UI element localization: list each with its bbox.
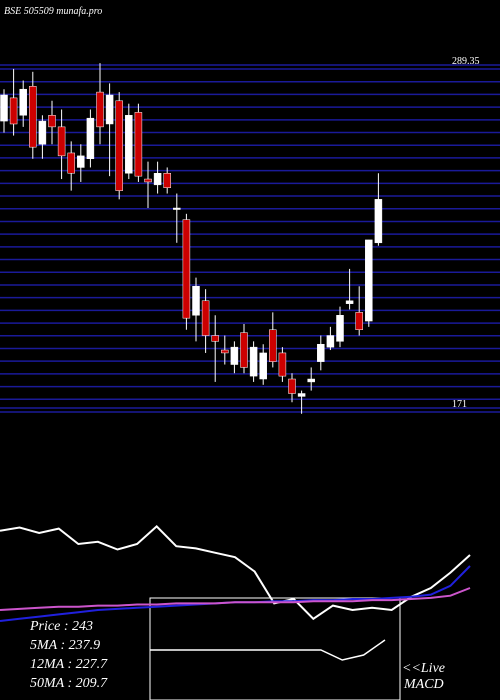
candle-body: [29, 86, 37, 148]
candle-body: [182, 219, 191, 319]
macd-line: [150, 639, 386, 661]
candle-body: [9, 97, 18, 125]
candle-body: [125, 115, 133, 174]
candle-body: [240, 332, 248, 368]
candle-body: [336, 315, 344, 342]
candle-body: [144, 178, 152, 183]
candle-body: [278, 352, 287, 377]
candle-body: [345, 300, 354, 304]
candle-body: [297, 393, 306, 397]
candle-body: [230, 346, 239, 365]
candle-body: [221, 349, 229, 354]
candle-body: [269, 329, 277, 362]
candle-body: [288, 378, 296, 394]
candle-body: [307, 378, 315, 383]
candle-body: [115, 100, 123, 191]
y-tick-label: 289.35: [452, 56, 480, 67]
candle-body: [134, 112, 143, 177]
candle-body: [38, 120, 47, 145]
candle-body: [355, 312, 363, 330]
info-line: 5MA : 237.9: [30, 638, 100, 653]
macd-label: MACD: [403, 677, 444, 692]
indicator-line: [0, 525, 471, 621]
candle-body: [19, 88, 27, 116]
candle-body: [326, 335, 335, 348]
info-line: Price : 243: [29, 619, 93, 634]
macd-frame: [149, 597, 401, 700]
chart-title: BSE 505509 munafa.pro: [4, 6, 102, 17]
info-line: 50MA : 209.7: [30, 676, 108, 691]
candle-body: [192, 286, 200, 316]
indicator-line: [0, 587, 471, 611]
candle-body: [201, 300, 210, 336]
candle-body: [153, 172, 162, 186]
candle-body: [374, 199, 383, 244]
candle-body: [48, 115, 56, 128]
candle-body: [105, 94, 114, 125]
candle-body: [86, 117, 95, 160]
info-line: 12MA : 227.7: [30, 657, 108, 672]
candle-body: [77, 155, 85, 168]
candle-body: [259, 352, 267, 380]
candle-body: [67, 152, 75, 174]
candle-body: [163, 172, 171, 188]
candle-body: [96, 91, 104, 128]
candle-body: [317, 343, 325, 362]
candle-body: [249, 346, 258, 377]
candle-body: [57, 126, 66, 157]
y-tick-label: 171: [452, 399, 467, 410]
candle-body: [365, 239, 373, 322]
live-label: <<Live: [402, 661, 445, 676]
candle-body: [173, 207, 181, 210]
candle-body: [211, 335, 219, 342]
candle-body: [0, 94, 8, 122]
